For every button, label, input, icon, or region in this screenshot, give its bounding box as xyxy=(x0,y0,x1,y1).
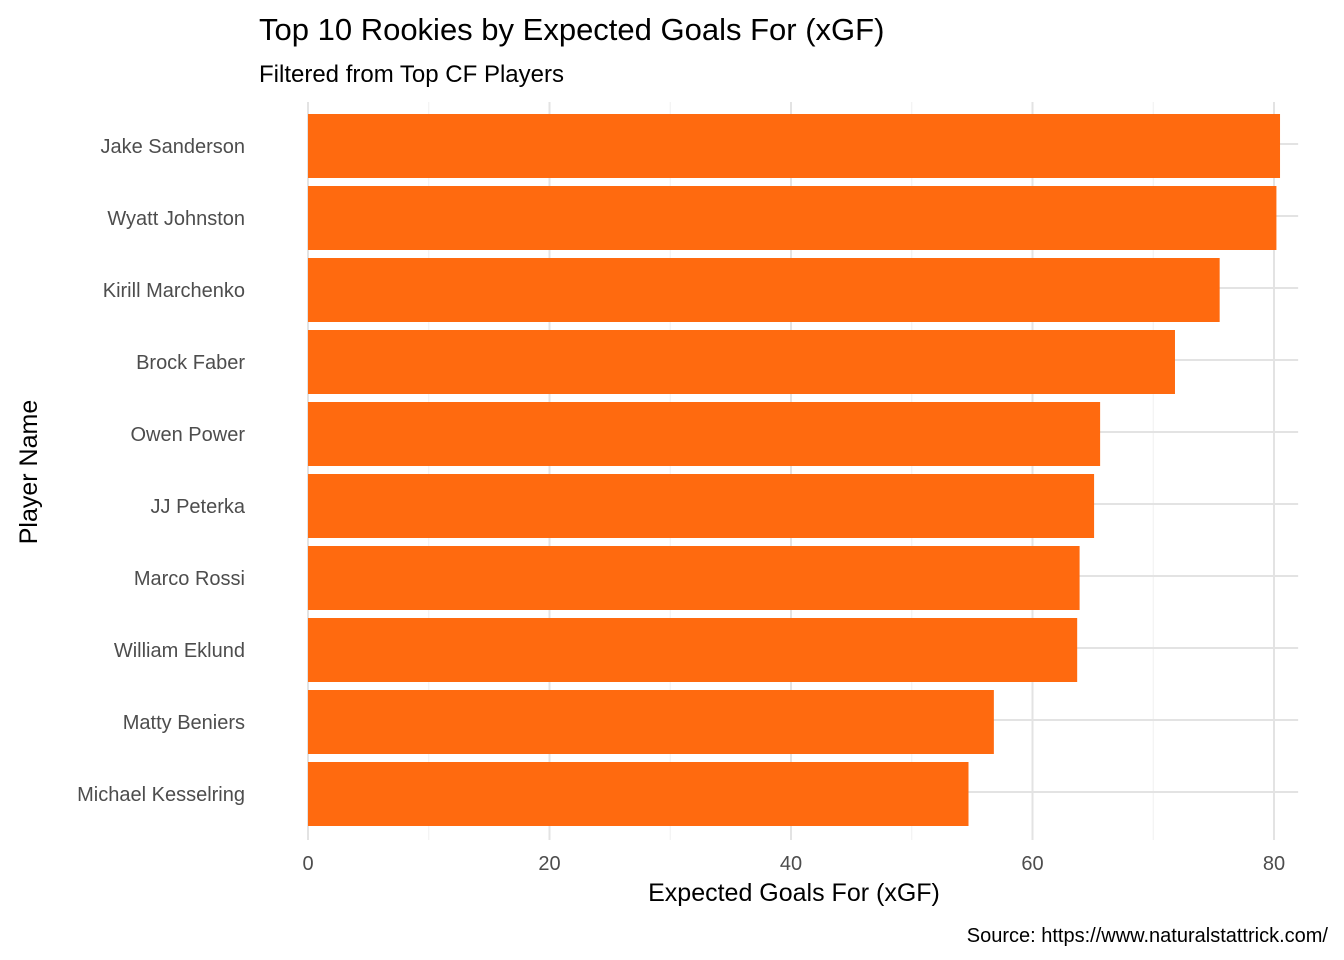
chart-caption: Source: https://www.naturalstattrick.com… xyxy=(967,925,1329,947)
bars xyxy=(308,114,1281,826)
x-tick-label: 0 xyxy=(302,853,313,875)
y-tick-label: William Eklund xyxy=(114,640,245,662)
bar-matty-beniers xyxy=(308,690,994,754)
bar-brock-faber xyxy=(308,330,1175,394)
bar-jj-peterka xyxy=(308,474,1095,538)
bar-jake-sanderson xyxy=(308,114,1281,178)
bar-owen-power xyxy=(308,402,1101,466)
y-tick-label: Michael Kesselring xyxy=(77,784,245,806)
bar-william-eklund xyxy=(308,618,1078,682)
chart-title: Top 10 Rookies by Expected Goals For (xG… xyxy=(259,12,884,47)
y-tick-label: Matty Beniers xyxy=(123,712,245,734)
y-tick-labels: Jake Sanderson Wyatt Johnston Kirill March… xyxy=(77,136,246,806)
x-tick-label: 40 xyxy=(780,853,802,875)
y-tick-label: Wyatt Johnston xyxy=(107,208,245,230)
y-tick-label: Marco Rossi xyxy=(134,568,245,590)
x-axis-title: Expected Goals For (xGF) xyxy=(648,879,940,907)
bar-kirill-marchenko xyxy=(308,258,1220,322)
x-tick-label: 60 xyxy=(1021,853,1043,875)
y-tick-label: Owen Power xyxy=(131,424,246,446)
x-tick-labels: 0 20 40 60 80 xyxy=(302,853,1285,875)
y-tick-label: Brock Faber xyxy=(136,352,245,374)
chart-subtitle: Filtered from Top CF Players xyxy=(259,61,564,88)
bar-marco-rossi xyxy=(308,546,1080,610)
y-tick-label: Jake Sanderson xyxy=(100,136,245,158)
x-tick-label: 20 xyxy=(538,853,560,875)
bar-wyatt-johnston xyxy=(308,186,1277,250)
y-axis-title: Player Name xyxy=(15,400,43,545)
y-tick-label: Kirill Marchenko xyxy=(103,280,245,302)
bar-michael-kesselring xyxy=(308,762,969,826)
y-tick-label: JJ Peterka xyxy=(151,496,246,518)
x-tick-label: 80 xyxy=(1263,853,1285,875)
